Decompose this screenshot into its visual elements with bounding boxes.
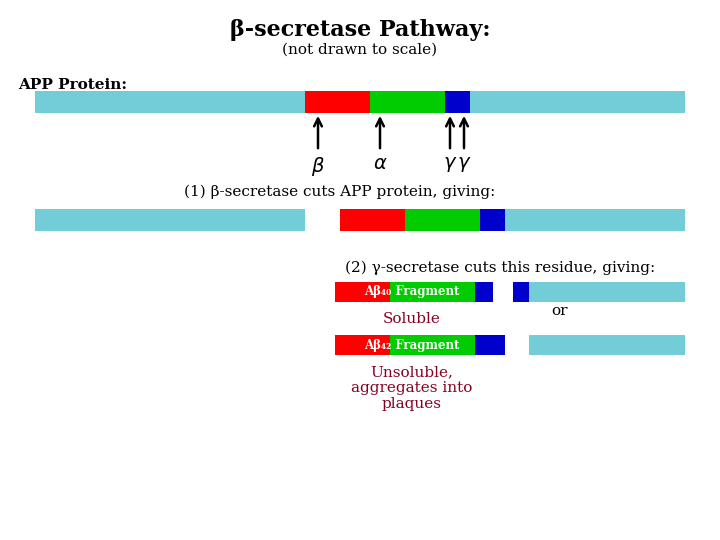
- Bar: [340, 209, 405, 231]
- Bar: [470, 91, 685, 113]
- Bar: [513, 282, 529, 302]
- Text: $\gamma$: $\gamma$: [456, 155, 471, 174]
- Bar: [335, 282, 390, 302]
- Bar: [529, 335, 685, 355]
- Text: (2) γ-secretase cuts this residue, giving:: (2) γ-secretase cuts this residue, givin…: [345, 261, 655, 275]
- Text: $\gamma$: $\gamma$: [443, 155, 457, 174]
- Bar: [370, 91, 445, 113]
- Bar: [390, 282, 475, 302]
- Bar: [475, 335, 505, 355]
- Bar: [35, 209, 305, 231]
- Text: Unsoluble,
aggregates into
plaques: Unsoluble, aggregates into plaques: [351, 365, 473, 411]
- Bar: [390, 335, 475, 355]
- Text: Aβ₄₂ Fragment: Aβ₄₂ Fragment: [364, 339, 459, 352]
- Bar: [480, 209, 505, 231]
- Text: (1) β-secretase cuts APP protein, giving:: (1) β-secretase cuts APP protein, giving…: [184, 185, 495, 199]
- Text: APP Protein:: APP Protein:: [18, 78, 127, 92]
- Text: Soluble: Soluble: [383, 312, 441, 326]
- Bar: [445, 91, 470, 113]
- Bar: [335, 335, 390, 355]
- Bar: [475, 282, 493, 302]
- Text: (not drawn to scale): (not drawn to scale): [282, 43, 438, 57]
- Bar: [529, 282, 685, 302]
- Bar: [405, 209, 480, 231]
- Bar: [305, 91, 370, 113]
- Text: $\alpha$: $\alpha$: [373, 155, 387, 173]
- Text: β-secretase Pathway:: β-secretase Pathway:: [230, 19, 490, 41]
- Bar: [505, 209, 685, 231]
- Bar: [35, 91, 305, 113]
- Text: $\beta$: $\beta$: [311, 155, 325, 178]
- Text: or: or: [552, 304, 568, 318]
- Text: Aβ₄₀ Fragment: Aβ₄₀ Fragment: [364, 286, 459, 299]
